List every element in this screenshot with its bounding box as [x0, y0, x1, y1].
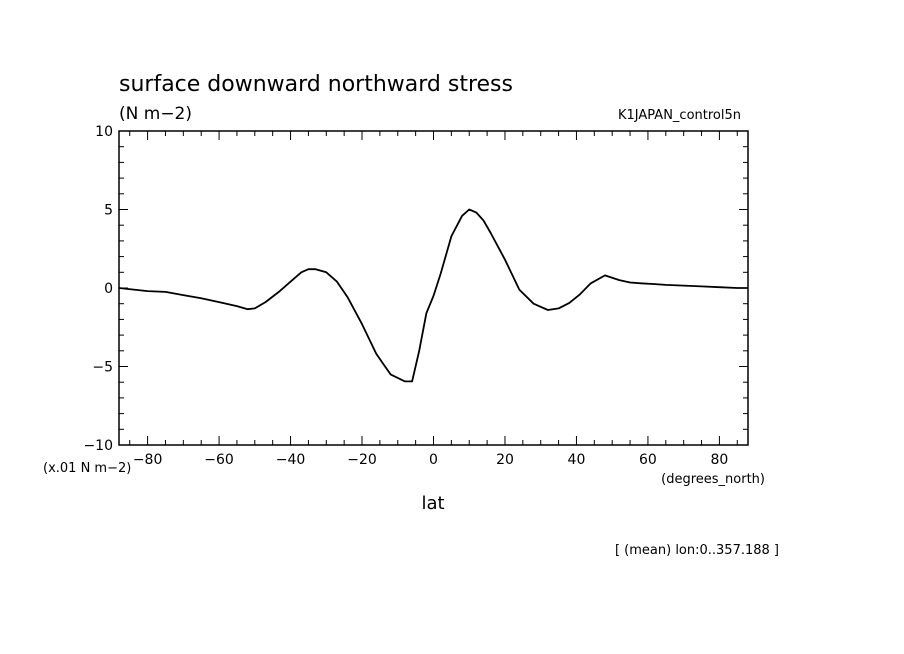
x-tick-label: 60	[639, 452, 657, 468]
x-tick-label: −40	[276, 452, 306, 468]
y-axis-tick-labels: −10 −5 0 5 10	[83, 124, 113, 454]
x-units-label: (degrees_north)	[661, 472, 765, 487]
x-tick-label: 0	[429, 452, 438, 468]
y-tick-label: 5	[104, 203, 113, 219]
x-tick-label: 20	[496, 452, 514, 468]
chart-title: surface downward northward stress	[119, 72, 513, 97]
y-tick-label: −5	[92, 360, 113, 376]
x-tick-label: −20	[347, 452, 377, 468]
footer-note: [ (mean) lon:0..357.188 ]	[615, 543, 779, 558]
x-tick-label: −80	[133, 452, 163, 468]
dataset-label: K1JAPAN_control5n	[618, 108, 741, 123]
y-tick-label: −10	[83, 438, 113, 454]
x-tick-label: 40	[568, 452, 586, 468]
scale-note: (x.01 N m−2)	[43, 461, 131, 476]
x-tick-label: 80	[710, 452, 728, 468]
y-tick-label: 10	[95, 124, 113, 140]
y-axis-ticks	[119, 130, 748, 446]
plot-frame	[118, 130, 749, 446]
x-axis-ticks	[129, 131, 738, 445]
x-axis-tick-labels: −80 −60 −40 −20 0 20 40 60 80	[133, 452, 729, 468]
x-tick-label: −60	[204, 452, 234, 468]
x-axis-label: lat	[421, 493, 444, 514]
y-tick-label: 0	[104, 281, 113, 297]
series-line	[118, 208, 748, 383]
chart-units: (N m−2)	[119, 104, 192, 124]
